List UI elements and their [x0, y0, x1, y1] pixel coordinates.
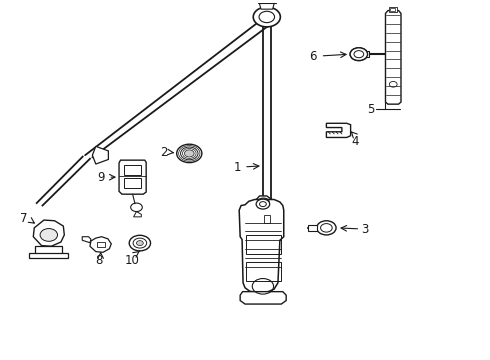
Circle shape: [253, 7, 280, 27]
Polygon shape: [239, 199, 284, 292]
Text: 2: 2: [160, 146, 168, 159]
Circle shape: [184, 150, 194, 157]
Polygon shape: [119, 160, 146, 194]
Text: 4: 4: [352, 135, 359, 148]
Text: 6: 6: [309, 50, 317, 63]
Text: 8: 8: [95, 255, 102, 267]
Polygon shape: [240, 292, 286, 304]
Text: 9: 9: [97, 171, 104, 184]
Polygon shape: [93, 146, 108, 164]
Bar: [97, 242, 104, 247]
Bar: [360, 51, 368, 57]
Circle shape: [40, 229, 57, 241]
Polygon shape: [255, 196, 271, 208]
Polygon shape: [33, 220, 64, 246]
Bar: [246, 261, 281, 281]
Circle shape: [137, 240, 143, 246]
Bar: [391, 8, 395, 11]
Text: 10: 10: [125, 255, 140, 267]
Text: 5: 5: [368, 103, 375, 116]
Circle shape: [317, 221, 336, 235]
Bar: [264, 215, 270, 223]
Polygon shape: [90, 237, 111, 252]
Bar: [124, 178, 141, 188]
Bar: [390, 8, 396, 12]
Bar: [308, 225, 317, 231]
Bar: [261, 205, 272, 226]
Circle shape: [177, 144, 202, 163]
Circle shape: [350, 48, 368, 60]
Circle shape: [350, 48, 368, 60]
Polygon shape: [326, 123, 351, 138]
Polygon shape: [386, 10, 401, 104]
Bar: [124, 165, 141, 175]
Polygon shape: [35, 246, 62, 255]
Bar: [258, 0, 275, 4]
Bar: [29, 253, 68, 258]
Circle shape: [129, 235, 150, 251]
Polygon shape: [82, 237, 91, 243]
Text: 7: 7: [21, 212, 28, 225]
Polygon shape: [259, 2, 274, 9]
Circle shape: [256, 199, 270, 209]
Text: 1: 1: [234, 161, 241, 174]
Bar: [246, 235, 281, 255]
Text: 3: 3: [361, 223, 368, 236]
